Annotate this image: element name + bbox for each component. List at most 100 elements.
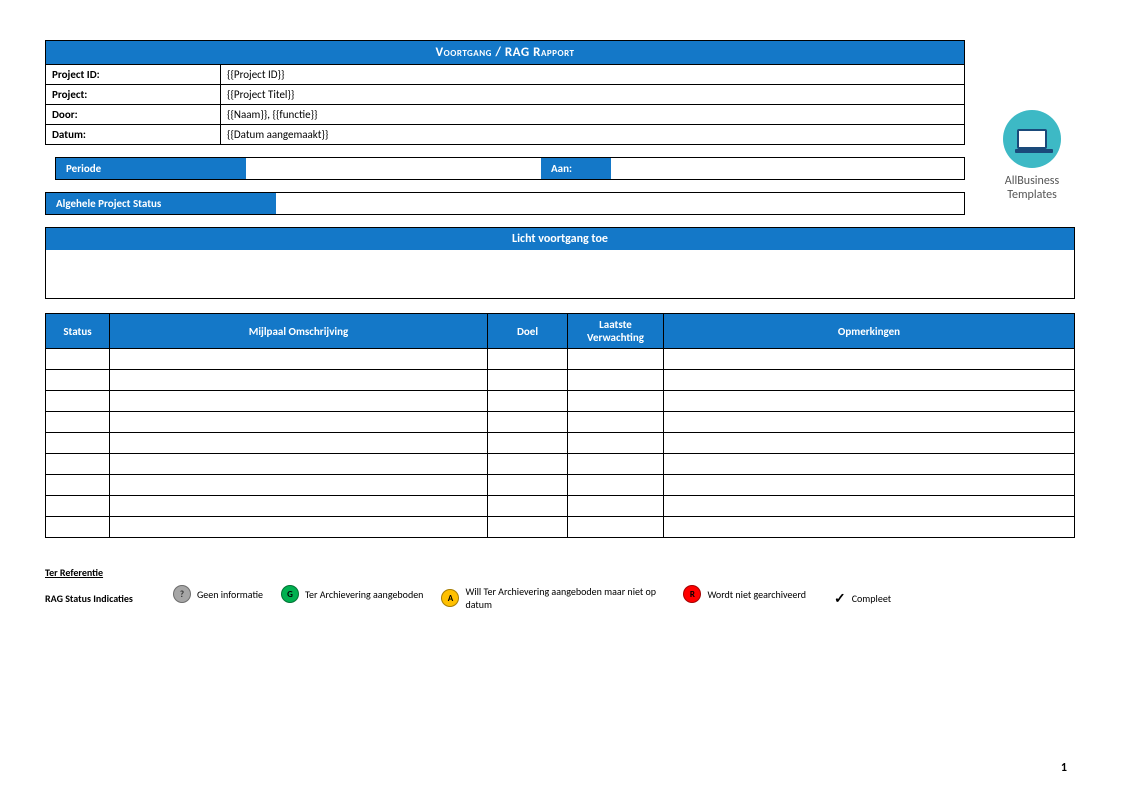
table-row	[46, 349, 1075, 370]
table-cell	[488, 517, 568, 538]
meta-label-project: Project:	[46, 85, 221, 105]
table-row	[46, 496, 1075, 517]
col-status: Status	[46, 314, 110, 349]
meta-value-door: {{Naam}}, {{functie}}	[221, 105, 965, 125]
table-cell	[110, 475, 488, 496]
table-row	[46, 433, 1075, 454]
logo: AllBusiness Templates	[977, 110, 1087, 203]
meta-value-projectid: {{Project ID}}	[221, 65, 965, 85]
licht-title: Licht voortgang toe	[46, 228, 1074, 250]
table-cell	[568, 433, 664, 454]
table-cell	[664, 433, 1075, 454]
rag-item-label: Wordt niet gearchiveerd	[707, 588, 806, 601]
meta-value-datum: {{Datum aangemaakt}}	[221, 125, 965, 145]
table-cell	[110, 433, 488, 454]
table-cell	[488, 433, 568, 454]
col-doel: Doel	[488, 314, 568, 349]
aan-label: Aan:	[541, 158, 611, 179]
table-cell	[664, 370, 1075, 391]
table-cell	[46, 454, 110, 475]
table-cell	[46, 475, 110, 496]
status-value	[276, 193, 964, 214]
reference-title: Ter Referentie	[45, 566, 1077, 579]
rag-circle-icon: R	[683, 585, 701, 603]
logo-text-2: Templates	[977, 188, 1087, 202]
periode-value-from	[246, 158, 541, 179]
col-desc: Mijlpaal Omschrijving	[110, 314, 488, 349]
logo-icon	[1003, 110, 1061, 168]
table-cell	[46, 370, 110, 391]
table-cell	[46, 391, 110, 412]
periode-value-to	[611, 158, 964, 179]
table-cell	[110, 454, 488, 475]
table-cell	[110, 496, 488, 517]
table-cell	[568, 454, 664, 475]
table-cell	[568, 475, 664, 496]
rag-item: ?Geen informatie	[173, 585, 263, 603]
meta-label-projectid: Project ID:	[46, 65, 221, 85]
table-cell	[664, 391, 1075, 412]
table-cell	[568, 496, 664, 517]
rag-circle-icon: G	[281, 585, 299, 603]
check-icon: ✓	[834, 590, 846, 607]
licht-body	[46, 250, 1074, 298]
table-cell	[664, 496, 1075, 517]
rag-label: RAG Status Indicaties	[45, 592, 133, 605]
col-opm: Opmerkingen	[664, 314, 1075, 349]
table-cell	[46, 349, 110, 370]
logo-text-1: AllBusiness	[977, 174, 1087, 188]
table-cell	[46, 496, 110, 517]
status-bar: Algehele Project Status	[45, 192, 965, 215]
rag-item: A Will Ter Archievering aangeboden maar n…	[441, 585, 665, 611]
reference-section: Ter Referentie RAG Status Indicaties ?Ge…	[45, 566, 1077, 611]
table-cell	[488, 454, 568, 475]
table-cell	[110, 391, 488, 412]
table-cell	[568, 412, 664, 433]
table-cell	[568, 349, 664, 370]
table-cell	[488, 412, 568, 433]
table-cell	[488, 391, 568, 412]
table-row	[46, 370, 1075, 391]
report-title: Voortgang / RAG Rapport	[46, 41, 965, 65]
table-cell	[488, 475, 568, 496]
table-cell	[568, 517, 664, 538]
table-cell	[110, 412, 488, 433]
rag-item-label: Ter Archievering aangeboden	[305, 588, 423, 601]
meta-label-door: Door:	[46, 105, 221, 125]
table-cell	[488, 370, 568, 391]
rag-item: R Wordt niet gearchiveerd	[683, 585, 806, 603]
rag-item: G Ter Archievering aangeboden	[281, 585, 423, 603]
table-cell	[46, 433, 110, 454]
table-cell	[664, 412, 1075, 433]
table-cell	[488, 349, 568, 370]
meta-label-datum: Datum:	[46, 125, 221, 145]
status-label: Algehele Project Status	[46, 193, 276, 214]
table-cell	[664, 349, 1075, 370]
table-cell	[110, 349, 488, 370]
table-cell	[568, 391, 664, 412]
page-number: 1	[1061, 761, 1067, 775]
table-cell	[110, 517, 488, 538]
table-row	[46, 475, 1075, 496]
table-cell	[568, 370, 664, 391]
table-cell	[664, 517, 1075, 538]
table-cell	[46, 412, 110, 433]
periode-label: Periode	[56, 158, 246, 179]
table-row	[46, 517, 1075, 538]
periode-bar: Periode Aan:	[55, 157, 965, 180]
table-row	[46, 454, 1075, 475]
rag-complete-label: Compleet	[852, 592, 891, 605]
licht-box: Licht voortgang toe	[45, 227, 1075, 299]
col-laatste: Laatste Verwachting	[568, 314, 664, 349]
rag-complete: ✓ Compleet	[834, 590, 891, 607]
table-cell	[46, 517, 110, 538]
table-row	[46, 391, 1075, 412]
table-row	[46, 412, 1075, 433]
milestones-table: Status Mijlpaal Omschrijving Doel Laatst…	[45, 313, 1075, 538]
table-cell	[664, 475, 1075, 496]
rag-circle-icon: A	[441, 589, 459, 607]
table-cell	[110, 370, 488, 391]
rag-item-label: Will Ter Archievering aangeboden maar ni…	[465, 585, 665, 611]
meta-value-project: {{Project Titel}}	[221, 85, 965, 105]
header-table: Voortgang / RAG Rapport Project ID:{{Pro…	[45, 40, 965, 145]
